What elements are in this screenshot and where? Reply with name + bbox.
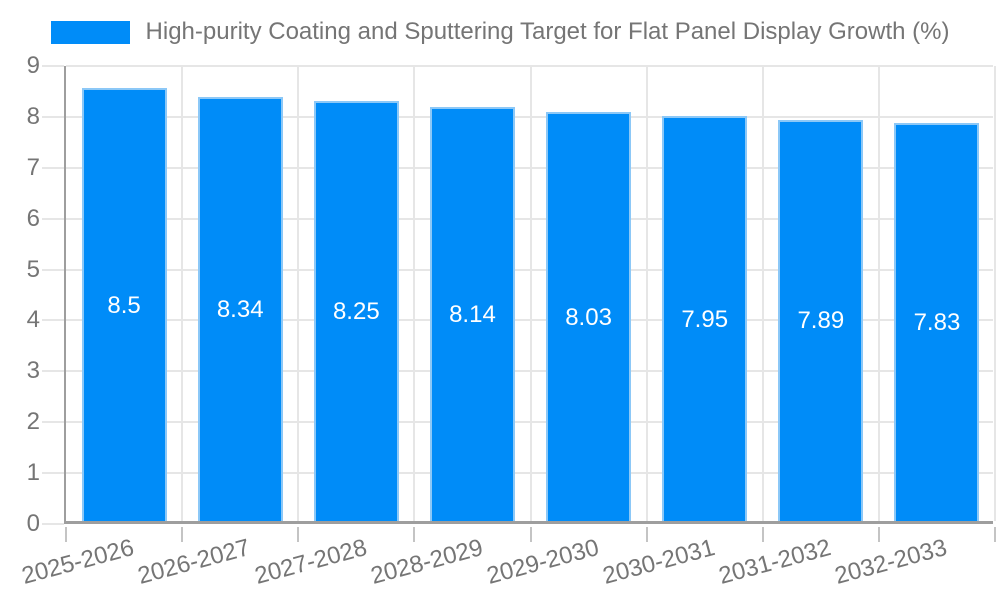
x-axis-tick-label: 2031-2032	[715, 534, 834, 590]
y-tick	[42, 421, 64, 424]
bar-2032-2033: 7.83	[894, 122, 980, 521]
y-axis-tick-label: 0	[26, 510, 40, 537]
bar-value-label: 8.25	[332, 298, 380, 326]
x-tick	[645, 527, 648, 542]
x-axis-tick-label: 2027-2028	[251, 534, 370, 590]
plot-area: 0 1 2 3 4 5 6 7 8 9 8.5 2025-2026 8.34 2026-2027 8.25 2…	[19, 52, 996, 590]
x-tick	[413, 527, 416, 542]
x-tick	[181, 527, 184, 542]
bar-value-label: 8.03	[565, 303, 612, 331]
x-gridline	[761, 66, 764, 521]
x-axis-tick-label: 2030-2031	[599, 534, 718, 590]
bar-2029-2030: 8.03	[546, 112, 632, 521]
x-tick	[65, 527, 67, 542]
x-tick	[297, 527, 300, 542]
x-gridline	[297, 66, 300, 521]
x-axis-tick-label: 2028-2029	[367, 534, 486, 590]
y-tick	[42, 217, 64, 220]
chart-title: High-purity Coating and Sputtering Targe…	[145, 18, 950, 45]
x-tick	[994, 527, 996, 542]
y-axis-tick-label: 8	[26, 102, 40, 130]
x-axis-tick-label: 2029-2030	[483, 534, 602, 590]
bar-value-label: 7.83	[913, 308, 961, 336]
bar-2030-2031: 7.95	[662, 116, 748, 521]
legend-swatch-icon	[50, 20, 130, 44]
y-axis-tick-label: 5	[26, 255, 40, 283]
y-axis-tick-label: 2	[26, 408, 40, 436]
bar-2026-2027: 8.34	[197, 96, 283, 521]
x-axis-tick-label: 2026-2027	[135, 534, 254, 590]
x-gridline	[181, 66, 184, 521]
x-gridline	[413, 66, 416, 521]
x-tick	[877, 527, 880, 542]
x-axis-tick-label: 2032-2033	[832, 534, 950, 590]
y-axis-tick-label: 3	[26, 357, 40, 385]
bar-value-label: 8.34	[216, 295, 264, 323]
y-tick	[42, 115, 64, 118]
x-gridline	[877, 66, 880, 521]
legend[interactable]: High-purity Coating and Sputtering Targe…	[0, 18, 1000, 46]
bar-2028-2029: 8.14	[429, 106, 515, 521]
bar-2031-2032: 7.89	[778, 119, 864, 521]
bar-value-label: 7.95	[681, 305, 729, 333]
y-tick	[42, 268, 64, 271]
y-axis-tick-label: 7	[26, 153, 40, 181]
y-tick	[42, 319, 64, 322]
bar-value-label: 7.89	[797, 307, 845, 335]
x-tick	[761, 527, 764, 542]
x-tick	[529, 527, 532, 542]
x-gridline	[645, 66, 648, 521]
y-tick	[42, 370, 64, 373]
y-tick	[42, 166, 64, 169]
y-axis-tick-label: 4	[26, 306, 40, 334]
x-gridline	[994, 66, 996, 521]
bar-value-label: 8.5	[107, 291, 141, 319]
y-axis-tick-label: 6	[26, 204, 40, 232]
y-axis-tick-label: 9	[26, 52, 40, 79]
bar-2027-2028: 8.25	[313, 101, 399, 521]
bar-2025-2026: 8.5	[81, 88, 167, 521]
y-tick	[42, 472, 64, 475]
x-axis-tick-label: 2025-2026	[19, 534, 138, 590]
y-axis-tick-label: 1	[26, 459, 40, 487]
bar-value-label: 8.14	[449, 300, 496, 328]
y-tick	[42, 523, 64, 525]
y-tick	[42, 65, 64, 67]
x-gridline	[529, 66, 532, 521]
